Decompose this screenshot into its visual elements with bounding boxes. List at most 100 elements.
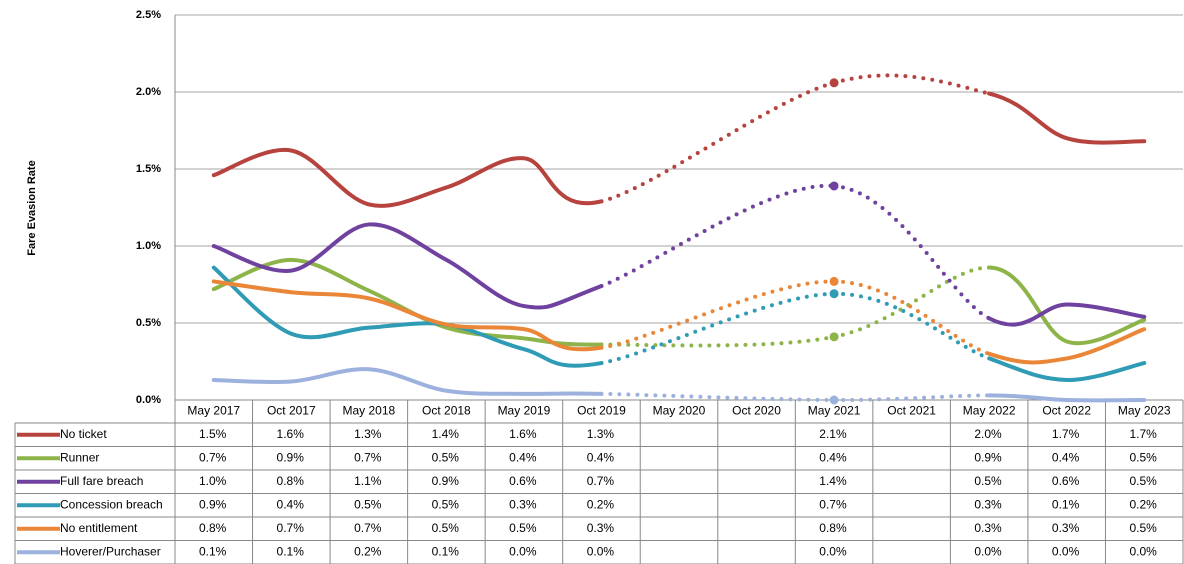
x-tick-label: May 2020 bbox=[653, 404, 706, 418]
table-value: 0.7% bbox=[354, 450, 382, 464]
gap-connector bbox=[832, 265, 992, 339]
gap-connector bbox=[832, 183, 992, 321]
series-line bbox=[211, 279, 1147, 365]
gap-connector bbox=[832, 279, 992, 356]
table-value: 0.4% bbox=[277, 497, 305, 511]
table-value: 0.4% bbox=[819, 450, 847, 464]
legend-label: No entitlement bbox=[60, 521, 138, 535]
gap-connector bbox=[599, 279, 837, 350]
table-value: 0.7% bbox=[819, 497, 847, 511]
x-tick-label: May 2023 bbox=[1118, 404, 1171, 418]
x-tick-label: Oct 2022 bbox=[1042, 404, 1091, 418]
table-value: 0.5% bbox=[1129, 521, 1157, 535]
x-tick-label: May 2017 bbox=[187, 404, 240, 418]
table-value: 0.9% bbox=[432, 474, 460, 488]
table-value: 0.2% bbox=[1129, 497, 1157, 511]
series-line bbox=[211, 367, 1147, 403]
table-value: 0.9% bbox=[277, 450, 305, 464]
table-value: 0.0% bbox=[1129, 544, 1157, 558]
table-value: 0.5% bbox=[509, 521, 537, 535]
x-tick-label: May 2022 bbox=[963, 404, 1016, 418]
table-value: 0.0% bbox=[509, 544, 537, 558]
table-value: 0.4% bbox=[1052, 450, 1080, 464]
table-value: 0.3% bbox=[974, 497, 1002, 511]
table-value: 1.6% bbox=[277, 427, 305, 441]
table-value: 0.6% bbox=[509, 474, 537, 488]
table-value: 0.3% bbox=[974, 521, 1002, 535]
series-line bbox=[211, 265, 1147, 382]
gap-connector bbox=[832, 73, 992, 96]
table-value: 0.1% bbox=[1052, 497, 1080, 511]
table-value: 0.8% bbox=[819, 521, 847, 535]
table-value: 0.3% bbox=[1052, 521, 1080, 535]
table-value: 0.0% bbox=[1052, 544, 1080, 558]
table-value: 1.3% bbox=[354, 427, 382, 441]
y-axis-label: Fare Evasion Rate bbox=[26, 160, 38, 255]
table-value: 0.6% bbox=[1052, 474, 1080, 488]
table-value: 0.1% bbox=[432, 544, 460, 558]
gap-connector bbox=[599, 183, 837, 289]
table-value: 0.5% bbox=[432, 521, 460, 535]
table-value: 1.4% bbox=[819, 474, 847, 488]
table-value: 0.9% bbox=[199, 497, 227, 511]
gap-connector bbox=[832, 291, 992, 361]
legend-label: Hoverer/Purchaser bbox=[60, 544, 161, 558]
series-line bbox=[211, 222, 1147, 327]
table-value: 0.5% bbox=[1129, 474, 1157, 488]
table-value: 1.4% bbox=[432, 427, 460, 441]
table-value: 0.7% bbox=[277, 521, 305, 535]
table-value: 0.3% bbox=[587, 521, 615, 535]
table-value: 1.0% bbox=[199, 474, 227, 488]
table-value: 0.5% bbox=[432, 497, 460, 511]
table-value: 0.7% bbox=[354, 521, 382, 535]
x-tick-label: May 2019 bbox=[498, 404, 551, 418]
table-value: 0.0% bbox=[974, 544, 1002, 558]
table-value: 0.2% bbox=[587, 497, 615, 511]
table-value: 2.1% bbox=[819, 427, 847, 441]
series-line bbox=[211, 91, 1147, 208]
legend-label: Runner bbox=[60, 450, 99, 464]
table-value: 0.2% bbox=[354, 544, 382, 558]
x-tick-label: May 2018 bbox=[342, 404, 395, 418]
gap-connector bbox=[599, 80, 837, 204]
table-value: 0.9% bbox=[974, 450, 1002, 464]
y-tick-label: 1.0% bbox=[136, 240, 161, 252]
gap-connector bbox=[599, 334, 837, 348]
legend-label: Concession breach bbox=[60, 497, 163, 511]
gap-connector bbox=[832, 393, 992, 403]
gap-connector bbox=[599, 391, 837, 402]
table-value: 0.5% bbox=[1129, 450, 1157, 464]
y-tick-label: 2.0% bbox=[136, 86, 161, 98]
table-value: 0.5% bbox=[974, 474, 1002, 488]
table-value: 0.1% bbox=[277, 544, 305, 558]
x-tick-label: Oct 2018 bbox=[422, 404, 471, 418]
table-value: 0.0% bbox=[819, 544, 847, 558]
x-tick-label: Oct 2017 bbox=[267, 404, 316, 418]
table-value: 1.7% bbox=[1052, 427, 1080, 441]
x-tick-label: May 2021 bbox=[808, 404, 861, 418]
y-tick-label: 2.5% bbox=[136, 9, 161, 21]
legend-label: No ticket bbox=[60, 427, 107, 441]
y-tick-label: 0.5% bbox=[136, 317, 161, 329]
x-tick-label: Oct 2019 bbox=[577, 404, 626, 418]
x-tick-label: Oct 2021 bbox=[887, 404, 936, 418]
table-value: 0.7% bbox=[587, 474, 615, 488]
gap-connector bbox=[599, 291, 837, 366]
table-value: 0.0% bbox=[587, 544, 615, 558]
table-value: 0.4% bbox=[587, 450, 615, 464]
table-value: 1.1% bbox=[354, 474, 382, 488]
table-value: 0.5% bbox=[354, 497, 382, 511]
table-value: 0.4% bbox=[509, 450, 537, 464]
table-value: 1.3% bbox=[587, 427, 615, 441]
table-value: 0.5% bbox=[432, 450, 460, 464]
table-value: 0.7% bbox=[199, 450, 227, 464]
y-tick-label: 0.0% bbox=[136, 394, 161, 406]
table-value: 0.8% bbox=[277, 474, 305, 488]
table-value: 0.1% bbox=[199, 544, 227, 558]
y-tick-label: 1.5% bbox=[136, 163, 161, 175]
table-value: 0.8% bbox=[199, 521, 227, 535]
table-value: 2.0% bbox=[974, 427, 1002, 441]
table-value: 1.6% bbox=[509, 427, 537, 441]
table-value: 1.7% bbox=[1129, 427, 1157, 441]
